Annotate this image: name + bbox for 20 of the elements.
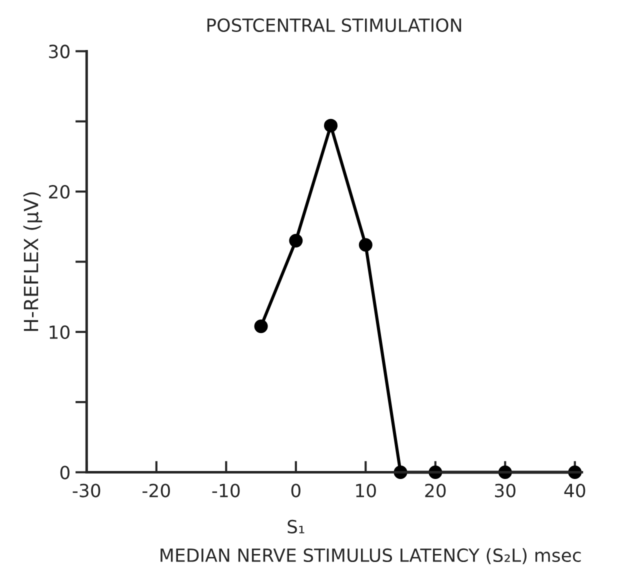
y-axis-title: H-REFLEX (μV): [23, 192, 42, 331]
y-tick-label: 0: [60, 466, 70, 480]
x-tick-label: 40: [564, 484, 586, 498]
x-tick-label: -10: [212, 484, 240, 498]
x-tick-label: -30: [72, 484, 100, 498]
y-tick-label: 20: [49, 185, 70, 199]
chart-title: POSTCENTRAL STIMULATION: [207, 18, 462, 32]
y-tick-label: 30: [49, 44, 70, 58]
x-tick-label: 0: [291, 484, 300, 498]
x-tick-label: -20: [142, 484, 170, 498]
point: [358, 238, 372, 252]
point: [254, 320, 268, 334]
x-tick-label: 20: [425, 484, 446, 498]
x-tick-label: 30: [495, 484, 516, 498]
x-axis-title: MEDIAN NERVE STIMULUS LATENCY (S₂L) msec: [160, 548, 581, 564]
y-tick-label: 10: [50, 325, 70, 340]
text: S₁: [288, 520, 304, 534]
point: [324, 118, 338, 132]
x-tick-label: 10: [356, 484, 376, 498]
point: [289, 234, 303, 248]
